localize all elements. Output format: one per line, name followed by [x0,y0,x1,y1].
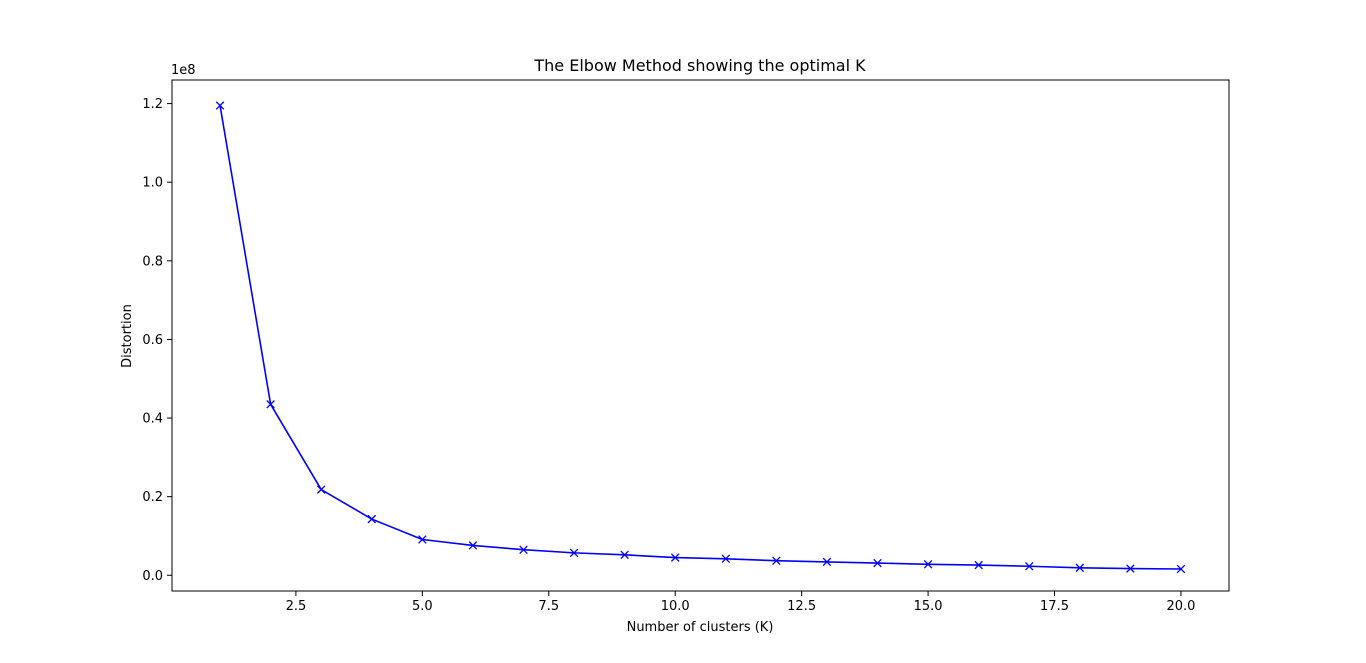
data-point-marker [316,485,326,494]
y-tick-label: 0.0 [142,569,163,584]
x-tick-label: 10.0 [661,599,690,614]
y-tick-label: 0.2 [142,490,163,505]
data-point-marker [721,554,731,564]
y-offset-label: 1e8 [171,63,196,78]
x-tick-label: 17.5 [1040,599,1069,614]
data-point-marker [1126,564,1135,573]
data-point-marker [670,553,680,562]
data-point-marker [569,548,579,558]
y-tick-label: 1.0 [142,176,163,191]
y-tick-label: 1.2 [142,97,163,112]
y-tick-label: 0.6 [142,333,163,348]
y-axis-ticks: 0.0 0.2 0.4 0.6 0.8 1.0 1.2 [142,97,172,584]
x-axis-ticks: 2.5 5.0 7.5 10.0 12.5 15.0 17.5 20.0 [286,591,1195,614]
x-axis-label: Number of clusters (K) [627,620,774,635]
series-layer [215,101,1186,574]
chart-title: The Elbow Method showing the optimal K [533,56,866,75]
plot-area-frame [171,79,1230,592]
data-point-marker [367,514,377,524]
x-tick-label: 15.0 [914,599,943,614]
series-line [219,105,1181,570]
data-point-marker [822,557,832,567]
y-tick-label: 0.4 [142,412,163,427]
x-tick-label: 7.5 [538,599,559,614]
data-point-marker [974,560,983,570]
x-tick-label: 2.5 [286,599,307,614]
data-point-marker [215,101,225,110]
x-tick-label: 20.0 [1166,599,1195,614]
data-point-marker [772,556,781,565]
y-axis-label: Distortion [120,304,135,368]
data-point-marker [418,535,427,544]
data-point-marker [519,545,528,554]
data-point-marker [1075,563,1085,573]
x-tick-label: 12.5 [787,599,816,614]
data-point-marker [266,400,275,409]
data-point-marker [620,550,629,560]
data-point-marker [873,558,882,568]
data-point-marker [1176,564,1186,574]
y-tick-label: 0.8 [142,254,163,269]
data-point-marker [1024,561,1034,571]
x-tick-label: 5.0 [412,599,433,614]
data-point-marker [923,560,933,569]
data-point-marker [468,541,478,550]
